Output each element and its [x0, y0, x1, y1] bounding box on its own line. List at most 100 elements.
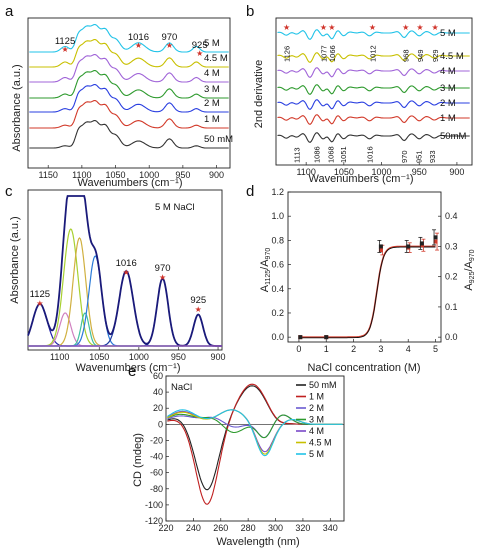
- panel-a-series-label: 5 M: [204, 38, 220, 49]
- panel-b-bottom-peak-label: 951: [414, 150, 423, 163]
- panel-c-x-tick-label: 1000: [129, 352, 149, 362]
- panel-b-bottom-peak-label: 1016: [365, 146, 374, 163]
- panel-c-peak-labels: 1125★1016★ 970★925★: [30, 258, 207, 314]
- panel-b-peak-star: ★: [320, 23, 327, 32]
- panel-c-peak-label: 970: [155, 263, 171, 274]
- panel-e-x-tick-label: 280: [241, 523, 256, 533]
- panel-a-xlabel: Wavenumbers (cm⁻¹): [77, 177, 182, 189]
- panel-b-top-peak-label: 1012: [368, 45, 377, 62]
- panel-b-peak-star: ★: [402, 23, 409, 32]
- panel-b-series-label: 50mM: [440, 131, 466, 142]
- panel-d-xlabel: NaCl concentration (M): [307, 362, 420, 374]
- panel-b-series-line: [277, 67, 470, 78]
- panel-d-yleft-tick-label: 1.2: [271, 187, 284, 197]
- panel-a-x-tick-label: 1000: [139, 170, 159, 180]
- panel-a-ylabel: Absorbance (a.u.): [11, 64, 23, 151]
- panel-c-peak-label: 1016: [116, 258, 137, 269]
- panel-c-ticks: 1100 1050 1000 950 900: [50, 347, 226, 362]
- panel-d-yleft-tick-label: 0.2: [271, 308, 284, 318]
- panel-e-x-tick-label: 340: [323, 523, 338, 533]
- panel-e-x-tick-label: 300: [268, 523, 283, 533]
- panel-b-frame: [275, 17, 473, 166]
- panel-a-ticks: 1150 1100 1050 1000 950 900: [39, 165, 224, 180]
- panel-e-y-tick-label: -100: [145, 500, 163, 510]
- panel-b-series-line: [277, 84, 470, 95]
- panel-b-series-label: 4 M: [440, 66, 456, 77]
- panel-b-peak-star: ★: [416, 23, 423, 32]
- panel-a-series-line: [29, 70, 229, 99]
- panel-d-ylabel-right-sub1: 925: [469, 271, 476, 283]
- panel-a-series-label: 4.5 M: [204, 53, 228, 64]
- panel-a-peak-label: 970: [161, 32, 177, 43]
- panel-b-series-label: 3 M: [440, 83, 456, 94]
- panel-b-top-peak-label: 1077: [319, 45, 328, 62]
- panel-a-x-tick-label: 950: [175, 170, 190, 180]
- panel-d-fit-line-left: [298, 245, 436, 338]
- panel-b-top-peak-label: 1126: [283, 46, 292, 62]
- panel-d-fit-line-right: [298, 246, 436, 339]
- panel-d-ylabel-right-sub2: 970: [469, 249, 476, 261]
- panel-d-data-point: [406, 244, 411, 249]
- panel-d-ylabel-right-slash: /A: [463, 260, 475, 271]
- panel-d-yright-tick-label: 0.0: [445, 332, 458, 342]
- panel-b-series-line: [277, 29, 470, 40]
- panel-d-data-point: [324, 335, 329, 340]
- panel-b-series-label: 1 M: [440, 113, 456, 124]
- panel-d-ticks: 0 1 2 3 4 5 0.0 0.2 0.4 0.6 0.8 1.0 1.2 0.0 0.1 0.2 0.3 0…: [271, 187, 457, 354]
- panel-d-data-point: [433, 235, 438, 240]
- panel-b-x-tick-label: 900: [449, 167, 464, 177]
- panel-e-x-tick-label: 260: [213, 523, 228, 533]
- panel-a-peak-label: 925: [192, 40, 208, 51]
- panel-b-series-label: 2 M: [440, 98, 456, 109]
- panel-b-series-label: 4.5 M: [440, 51, 464, 62]
- panel-e-series-line: [167, 409, 343, 457]
- panel-a-peak-labels: 1125★1016★970★ 925★: [55, 32, 208, 58]
- panel-d-ylabel-left-sub1: 1125: [265, 270, 272, 285]
- panel-e: e CD (mdeg) Wavelength (nm) NaCl 220 240 2…: [128, 363, 345, 548]
- panel-d-x-tick-label: 4: [406, 344, 411, 354]
- panel-d-ylabel-right: A925/A970: [463, 249, 476, 290]
- panel-d-yleft-tick-label: 1.0: [271, 211, 284, 221]
- panel-b-series-line: [277, 114, 470, 125]
- panel-c-x-tick-label: 900: [211, 352, 226, 362]
- panel-e-frame: [165, 375, 345, 522]
- panel-d-ylabel-left: A1125/A970: [259, 248, 272, 293]
- panel-c: c Absorbance (a.u.) Wavenumbers (cm⁻¹) 5…: [5, 183, 226, 374]
- panel-e-letter: e: [128, 363, 136, 380]
- panel-b-series-line: [277, 52, 470, 63]
- panel-a-peak-star: ★: [61, 45, 68, 54]
- panel-c-peak-star: ★: [159, 273, 166, 282]
- panel-a-series-line: [29, 84, 229, 113]
- panel-b-curves: [277, 29, 470, 143]
- panel-a-x-tick-label: 1050: [106, 170, 126, 180]
- panel-d-data-point: [378, 244, 383, 249]
- panel-b: b 2nd derivative Wavenumbers (cm⁻¹) 1100…: [246, 3, 473, 185]
- panel-e-ylabel: CD (mdeg): [132, 433, 144, 487]
- panel-b-top-peak-label: 1066: [328, 45, 337, 62]
- panel-a-series-label: 4 M: [204, 68, 220, 79]
- panel-d: d A1125/A970 A925/A970 NaCl concentratio…: [246, 183, 476, 374]
- panel-d-data-point: [433, 239, 438, 244]
- panel-d-frame: [287, 191, 442, 343]
- panel-e-x-tick-label: 240: [186, 523, 201, 533]
- panel-c-xlabel: Wavenumbers (cm⁻¹): [75, 362, 180, 374]
- panel-c-frame: [27, 189, 223, 351]
- panel-d-x-tick-label: 5: [433, 344, 438, 354]
- panel-c-x-tick-label: 1050: [89, 352, 109, 362]
- panel-d-x-tick-label: 1: [324, 344, 329, 354]
- panel-e-y-tick-label: -60: [150, 468, 163, 478]
- panel-d-yleft-tick-label: 0.6: [271, 260, 284, 270]
- panel-b-series-labels: 5 M 4.5 M 4 M 3 M 2 M 1 M 50mM: [440, 28, 466, 142]
- panel-d-data-point: [298, 335, 303, 340]
- panel-b-top-peak-label: 929: [431, 49, 440, 62]
- panel-b-bottom-peak-label: 1068: [326, 146, 335, 163]
- panel-b-peak-star: ★: [431, 23, 438, 32]
- panel-a-peak-star: ★: [135, 41, 142, 50]
- panel-b-bottom-peak-label: 933: [428, 150, 437, 163]
- panel-d-x-tick-label: 3: [378, 344, 383, 354]
- panel-a-peak-label: 1125: [55, 36, 75, 47]
- panel-b-peak-labels: 1126 ★ 1077 ★ 1066 ★ 1012 ★ 968 ★ 949 ★ 929 ★ 1113 1086…: [283, 23, 441, 163]
- panel-e-legend: 50 mM 1 M2 M 3 M4 M 4.5 M5 M: [296, 380, 337, 459]
- panel-e-y-tick-label: 20: [153, 403, 163, 413]
